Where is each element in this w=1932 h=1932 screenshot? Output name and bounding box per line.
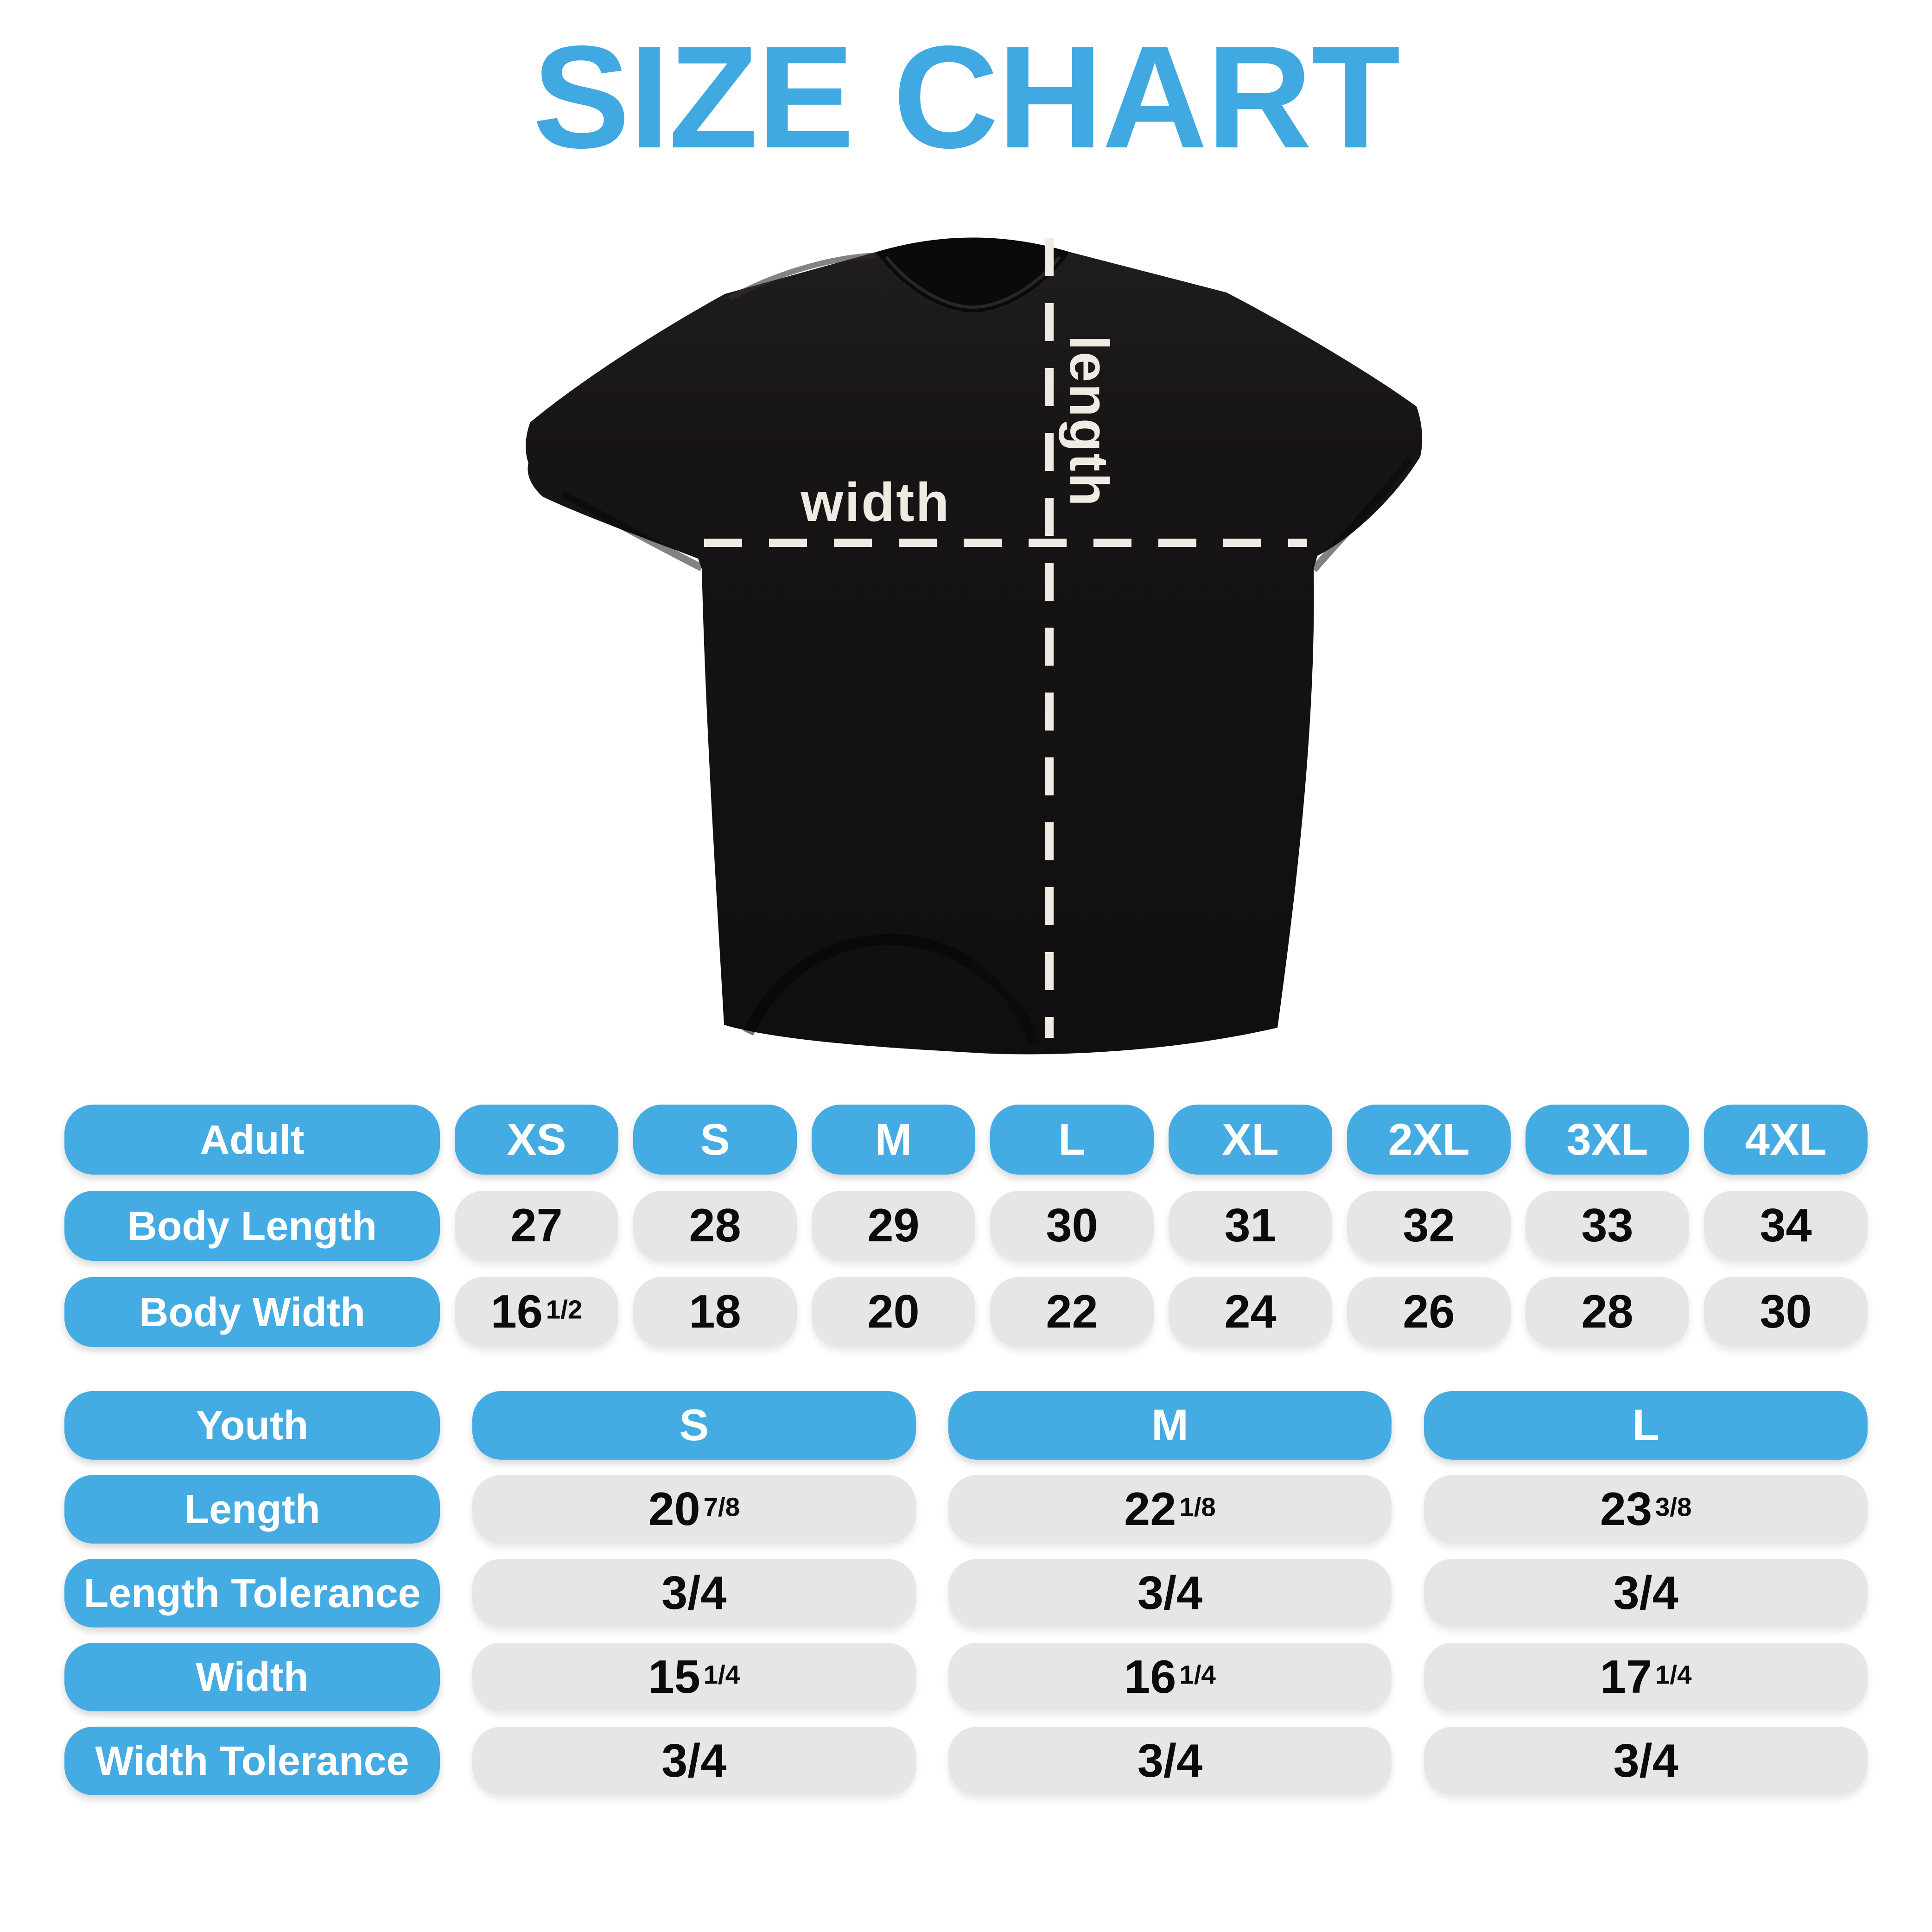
adult-table-title: Adult bbox=[64, 1105, 440, 1175]
adult-size-header-3xl: 3XL bbox=[1525, 1105, 1689, 1175]
youth-length-value: 23 3/8 bbox=[1424, 1475, 1868, 1544]
value-text: 3/4 bbox=[661, 1735, 727, 1787]
value-text: 31 bbox=[1224, 1200, 1277, 1252]
value-text: 3/4 bbox=[1613, 1735, 1678, 1787]
youth-size-header-m: M bbox=[948, 1391, 1392, 1460]
value-text: 32 bbox=[1403, 1200, 1455, 1252]
row-label-length-tolerance: Length Tolerance bbox=[64, 1559, 440, 1627]
value-text: 3/4 bbox=[661, 1567, 727, 1619]
youth-width-value: 15 1/4 bbox=[472, 1643, 916, 1711]
youth-size-header-l: L bbox=[1424, 1391, 1868, 1460]
value-fraction: 1/4 bbox=[703, 1659, 740, 1689]
body-length-value: 29 bbox=[812, 1191, 975, 1261]
value-text: 3/4 bbox=[1137, 1567, 1203, 1619]
value-text: 16 bbox=[1124, 1651, 1176, 1703]
body-width-value: 16 1/2 bbox=[455, 1277, 618, 1347]
value-fraction: 1/4 bbox=[1179, 1659, 1216, 1689]
value-fraction: 1/4 bbox=[1655, 1659, 1692, 1689]
youth-size-header-s: S bbox=[472, 1391, 916, 1460]
youth-length-value: 22 1/8 bbox=[948, 1475, 1392, 1544]
adult-size-header-s: S bbox=[633, 1105, 797, 1175]
body-length-value: 33 bbox=[1525, 1191, 1689, 1261]
value-text: 20 bbox=[867, 1286, 920, 1338]
value-text: 27 bbox=[510, 1200, 563, 1252]
hem-fold-shading bbox=[743, 934, 974, 1036]
youth-size-table: Youth S M L Length 20 7/8 22 1/8 23 3/8 Len… bbox=[64, 1391, 1868, 1795]
row-label-body-length: Body Length bbox=[64, 1191, 440, 1261]
body-width-value: 18 bbox=[633, 1277, 797, 1347]
body-length-value: 32 bbox=[1347, 1191, 1511, 1261]
value-text: 17 bbox=[1600, 1651, 1652, 1703]
row-label-width-tolerance: Width Tolerance bbox=[64, 1727, 440, 1795]
value-text: 16 bbox=[490, 1286, 543, 1338]
youth-width-value: 16 1/4 bbox=[948, 1643, 1392, 1711]
length-label: length bbox=[1058, 335, 1119, 508]
body-length-value: 34 bbox=[1704, 1191, 1868, 1261]
youth-width-tolerance-value: 3/4 bbox=[948, 1727, 1392, 1795]
adult-size-header-xs: XS bbox=[455, 1105, 618, 1175]
value-text: 24 bbox=[1224, 1286, 1277, 1338]
value-text: 18 bbox=[689, 1286, 741, 1338]
value-text: 3/4 bbox=[1613, 1567, 1678, 1619]
value-fraction: 3/8 bbox=[1655, 1492, 1692, 1521]
shoulder-highlight bbox=[728, 253, 876, 301]
body-length-value: 31 bbox=[1169, 1191, 1332, 1261]
value-text: 15 bbox=[648, 1651, 700, 1703]
body-width-value: 24 bbox=[1169, 1277, 1332, 1347]
body-length-value: 30 bbox=[990, 1191, 1154, 1261]
value-text: 34 bbox=[1760, 1200, 1812, 1252]
value-text: 30 bbox=[1046, 1200, 1098, 1252]
adult-size-header-m: M bbox=[812, 1105, 975, 1175]
body-width-value: 20 bbox=[812, 1277, 975, 1347]
body-width-value: 30 bbox=[1704, 1277, 1868, 1347]
value-text: 22 bbox=[1046, 1286, 1098, 1338]
body-length-value: 28 bbox=[633, 1191, 797, 1261]
value-fraction: 1/8 bbox=[1179, 1492, 1216, 1521]
youth-width-value: 17 1/4 bbox=[1424, 1643, 1868, 1711]
row-label-length: Length bbox=[64, 1475, 440, 1544]
value-text: 22 bbox=[1124, 1483, 1176, 1535]
adult-size-header-2xl: 2XL bbox=[1347, 1105, 1511, 1175]
sleeve-crease-left bbox=[561, 490, 704, 572]
adult-size-header-l: L bbox=[990, 1105, 1154, 1175]
value-fraction: 7/8 bbox=[703, 1492, 740, 1521]
value-text: 33 bbox=[1581, 1200, 1633, 1252]
value-text: 26 bbox=[1403, 1286, 1455, 1338]
body-width-value: 22 bbox=[990, 1277, 1154, 1347]
youth-length-tolerance-value: 3/4 bbox=[472, 1559, 916, 1627]
page-title: SIZE CHART bbox=[533, 15, 1400, 178]
youth-table-title: Youth bbox=[64, 1391, 440, 1460]
tshirt-collar bbox=[876, 237, 1070, 313]
adult-size-header-xl: XL bbox=[1169, 1105, 1332, 1175]
row-label-body-width: Body Width bbox=[64, 1277, 440, 1347]
value-text: 28 bbox=[689, 1200, 741, 1252]
body-width-value: 26 bbox=[1347, 1277, 1511, 1347]
collar-rib-line bbox=[885, 255, 1061, 309]
sleeve-crease-right bbox=[1310, 456, 1414, 572]
value-fraction: 1/2 bbox=[546, 1295, 583, 1324]
youth-length-value: 20 7/8 bbox=[472, 1475, 916, 1544]
value-text: 3/4 bbox=[1137, 1735, 1203, 1787]
tshirt-svg: width length bbox=[526, 237, 1423, 1055]
hem-fold-shading bbox=[967, 960, 1038, 1044]
row-label-width: Width bbox=[64, 1643, 440, 1711]
value-text: 29 bbox=[867, 1200, 920, 1252]
width-label: width bbox=[800, 472, 950, 533]
youth-width-tolerance-value: 3/4 bbox=[472, 1727, 916, 1795]
body-width-value: 28 bbox=[1525, 1277, 1689, 1347]
value-text: 28 bbox=[1581, 1286, 1633, 1338]
value-text: 23 bbox=[1600, 1483, 1652, 1535]
value-text: 20 bbox=[648, 1483, 700, 1535]
tshirt-body bbox=[526, 252, 1423, 1055]
youth-length-tolerance-value: 3/4 bbox=[948, 1559, 1392, 1627]
tshirt-measurement-diagram: width length bbox=[507, 213, 1425, 1093]
body-length-value: 27 bbox=[455, 1191, 618, 1261]
value-text: 30 bbox=[1760, 1286, 1812, 1338]
youth-width-tolerance-value: 3/4 bbox=[1424, 1727, 1868, 1795]
adult-size-header-4xl: 4XL bbox=[1704, 1105, 1868, 1175]
adult-size-table: Adult XS S M L XL 2XL 3XL 4XL Body Lengt… bbox=[64, 1105, 1868, 1347]
youth-length-tolerance-value: 3/4 bbox=[1424, 1559, 1868, 1627]
